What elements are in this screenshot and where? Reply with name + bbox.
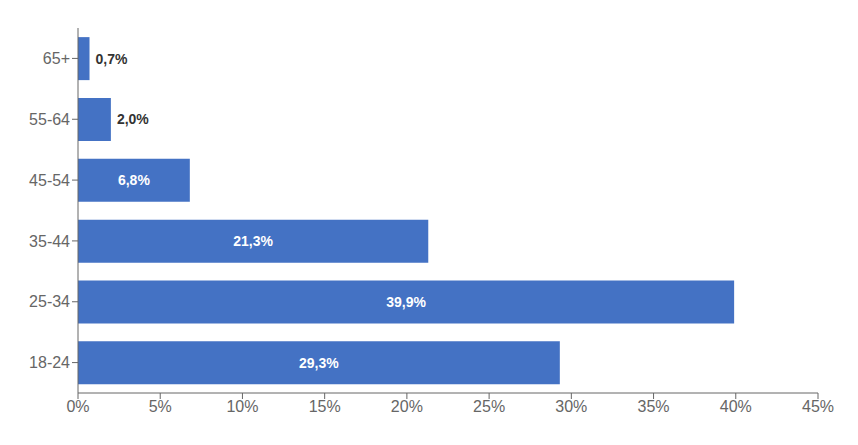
svg-text:45-54: 45-54: [29, 172, 70, 189]
svg-text:65+: 65+: [43, 50, 70, 67]
svg-text:45%: 45%: [802, 398, 834, 415]
svg-text:39,9%: 39,9%: [386, 294, 426, 310]
svg-text:29,3%: 29,3%: [299, 355, 339, 371]
svg-text:35-44: 35-44: [29, 233, 70, 250]
svg-text:0,7%: 0,7%: [96, 51, 128, 67]
svg-text:6,8%: 6,8%: [118, 172, 150, 188]
svg-text:20%: 20%: [391, 398, 423, 415]
svg-text:30%: 30%: [555, 398, 587, 415]
svg-text:21,3%: 21,3%: [233, 233, 273, 249]
svg-text:10%: 10%: [226, 398, 258, 415]
svg-text:2,0%: 2,0%: [117, 111, 149, 127]
svg-text:55-64: 55-64: [29, 111, 70, 128]
svg-text:15%: 15%: [309, 398, 341, 415]
svg-text:25-34: 25-34: [29, 293, 70, 310]
svg-text:0%: 0%: [66, 398, 89, 415]
svg-text:40%: 40%: [720, 398, 752, 415]
svg-text:35%: 35%: [638, 398, 670, 415]
svg-text:5%: 5%: [149, 398, 172, 415]
svg-text:25%: 25%: [473, 398, 505, 415]
svg-text:18-24: 18-24: [29, 354, 70, 371]
